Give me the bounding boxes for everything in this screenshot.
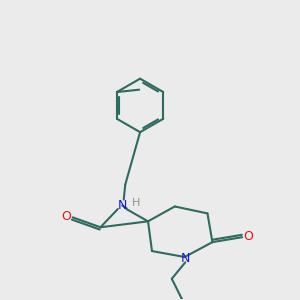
Text: O: O (244, 230, 254, 243)
Text: N: N (118, 199, 127, 212)
Text: N: N (181, 252, 190, 265)
Text: O: O (61, 210, 71, 223)
Text: H: H (132, 197, 141, 208)
